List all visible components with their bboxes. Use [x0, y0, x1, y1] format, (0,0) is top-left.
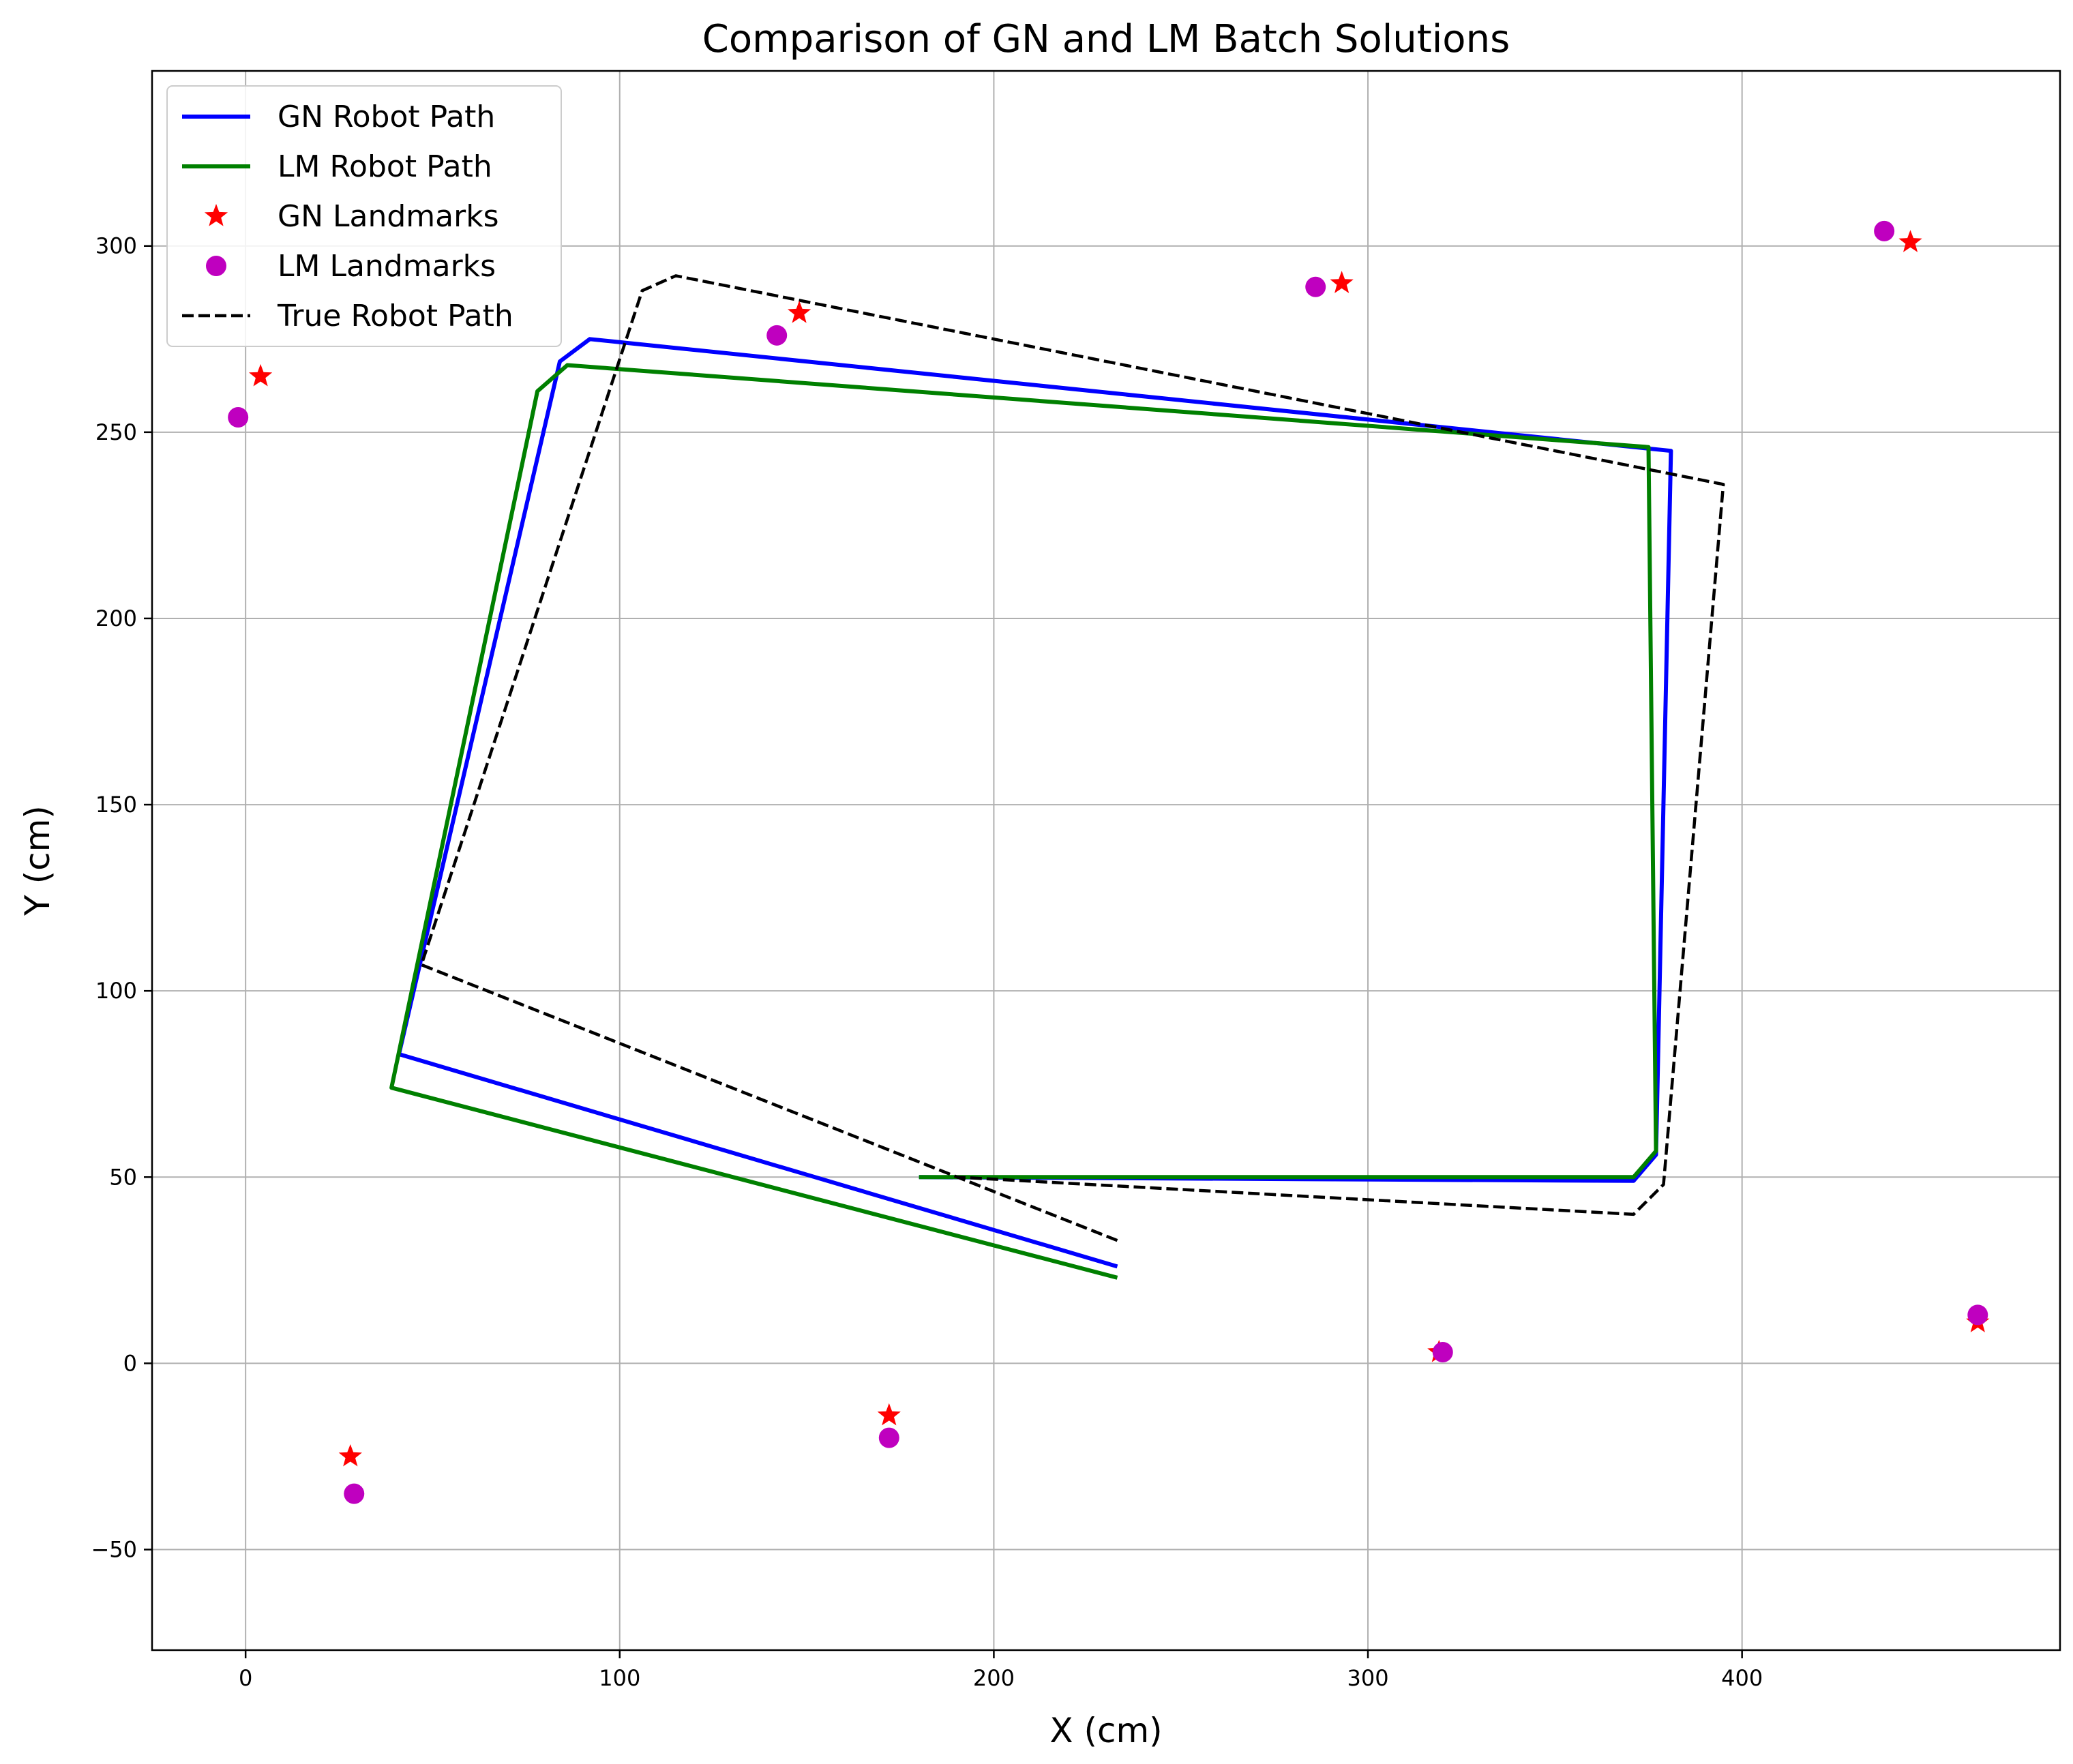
gn-landmarks-point	[1898, 230, 1922, 252]
x-tick-label: 100	[599, 1665, 640, 1691]
gn-landmarks-point	[1330, 271, 1354, 293]
x-tick-label: 400	[1721, 1665, 1763, 1691]
axis-ticks: 0 100 200 300 400 −50 0 50 100 150 200 250 300	[91, 233, 1763, 1691]
plot-frame	[151, 70, 2061, 1651]
lm-landmarks-point	[228, 406, 249, 428]
lm-landmarks-point	[1874, 220, 1895, 241]
lm-landmarks-point	[344, 1483, 365, 1504]
lm-landmarks-point	[1432, 1342, 1453, 1363]
y-tick-label: 300	[95, 233, 137, 259]
y-tick-label: 50	[109, 1164, 137, 1190]
gn-landmarks-point	[338, 1444, 362, 1467]
legend-box	[166, 85, 562, 347]
legend: GN Robot Path LM Robot Path GN Landmarks LM…	[166, 85, 562, 347]
gn-landmarks-point	[877, 1403, 901, 1426]
y-tick-label: 100	[95, 978, 137, 1004]
y-tick-label: 0	[123, 1350, 137, 1376]
plot-series	[228, 220, 1990, 1504]
lm-landmarks-point	[1967, 1304, 1988, 1326]
legend-gn-robot-path-label: GN Robot Path	[278, 100, 495, 134]
lm-landmarks-point	[878, 1427, 899, 1448]
x-tick-label: 300	[1347, 1665, 1389, 1691]
chart-title: Comparison of GN and LM Batch Solutions	[702, 17, 1510, 61]
y-tick-label: 150	[95, 792, 137, 818]
x-axis-label: X (cm)	[1049, 1711, 1162, 1750]
y-tick-label: −50	[91, 1537, 137, 1563]
y-tick-label: 200	[95, 606, 137, 631]
lm-robot-path-line	[389, 363, 1658, 1280]
gn-landmarks-point	[249, 363, 273, 387]
lm-landmarks-point	[766, 325, 788, 346]
x-tick-label: 200	[973, 1665, 1015, 1691]
gn-robot-path-line	[397, 337, 1673, 1269]
legend-lm-robot-path-label: LM Robot Path	[278, 149, 492, 184]
true-robot-path-line	[419, 274, 1725, 1242]
legend-gn-landmarks-label: GN Landmarks	[278, 199, 499, 234]
gn-landmarks-point	[788, 301, 811, 323]
legend-true-robot-path-label: True Robot Path	[277, 299, 513, 333]
y-axis-label: Y (cm)	[18, 805, 57, 916]
grid	[152, 71, 2060, 1650]
legend-gn-landmarks-handle	[204, 204, 228, 226]
legend-lm-landmarks-label: LM Landmarks	[278, 249, 496, 284]
x-tick-label: 0	[239, 1665, 252, 1691]
lm-landmarks-point	[1305, 276, 1326, 297]
legend-lm-landmarks-handle	[206, 256, 226, 276]
y-tick-label: 250	[95, 419, 137, 445]
